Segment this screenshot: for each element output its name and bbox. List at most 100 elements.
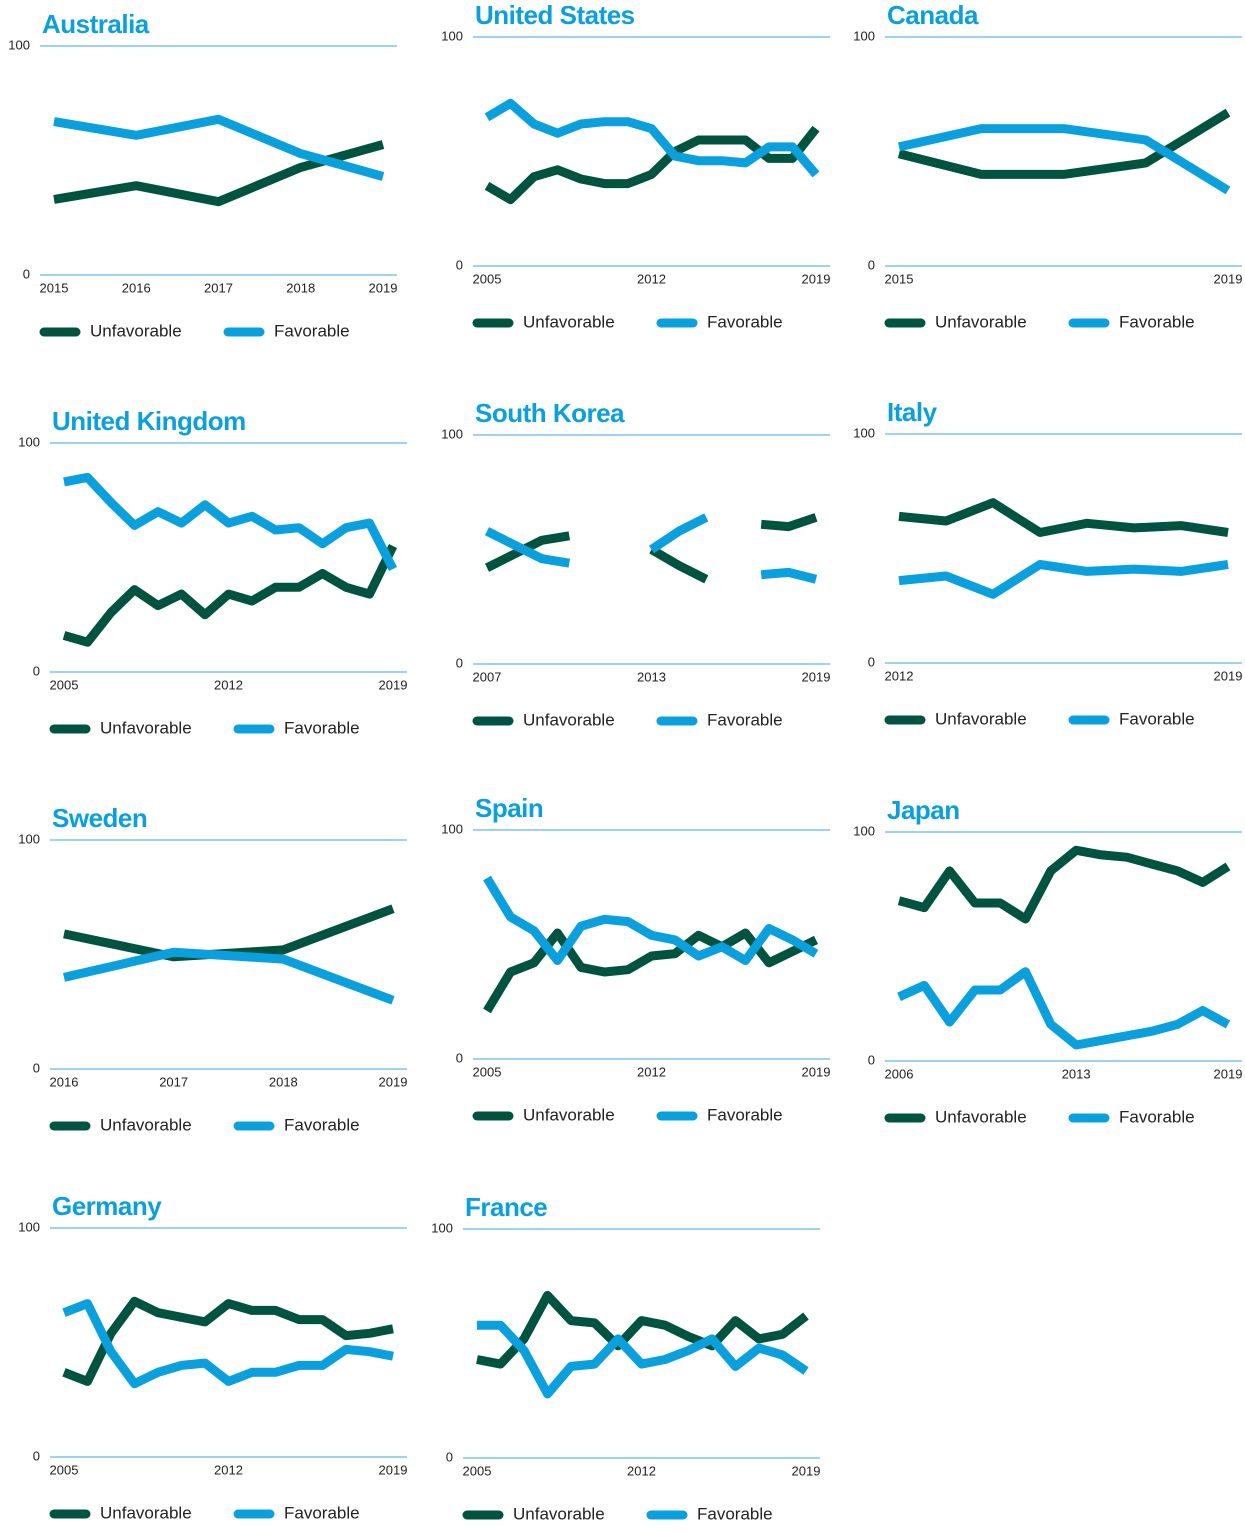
x-tick-label: 2005 — [50, 1462, 79, 1477]
x-tick-label: 2013 — [1062, 1066, 1091, 1081]
y-tick-label: 0 — [446, 1449, 453, 1464]
series-line — [53, 140, 385, 207]
series-line — [484, 513, 818, 584]
legend-label: Favorable — [697, 1504, 773, 1523]
y-tick-label: 100 — [853, 823, 875, 838]
series-line — [477, 1320, 809, 1399]
series-line — [63, 904, 395, 962]
x-tick-label: 2019 — [369, 280, 398, 295]
legend-label: Unfavorable — [100, 1503, 192, 1522]
y-tick-label: 0 — [33, 663, 40, 678]
x-tick-label: 2017 — [159, 1074, 188, 1089]
legend-label: Favorable — [707, 710, 783, 729]
x-tick-label: 2005 — [473, 271, 502, 286]
x-tick-label: 2012 — [637, 1064, 666, 1079]
y-tick-label: 0 — [868, 1052, 875, 1067]
x-tick-label: 2015 — [885, 271, 914, 286]
x-tick-label: 2012 — [214, 677, 243, 692]
legend-label: Unfavorable — [523, 312, 615, 331]
x-tick-label: 2007 — [473, 669, 502, 684]
series-line — [62, 1299, 394, 1389]
x-tick-label: 2012 — [214, 1462, 243, 1477]
x-tick-label: 2012 — [627, 1463, 656, 1478]
series-line — [897, 108, 1231, 179]
x-tick-label: 2005 — [473, 1064, 502, 1079]
y-tick-label: 0 — [456, 655, 463, 670]
x-tick-label: 2019 — [792, 1463, 821, 1478]
chart-title: United States — [475, 0, 635, 30]
legend-label: Favorable — [284, 1115, 360, 1134]
legend-label: Favorable — [1119, 312, 1195, 331]
x-tick-label: 2019 — [802, 669, 831, 684]
series-line — [62, 1296, 394, 1386]
legend-label: Favorable — [284, 1503, 360, 1522]
chart-title: Spain — [475, 793, 543, 823]
chart-title: France — [465, 1192, 547, 1222]
y-tick-label: 100 — [853, 425, 875, 440]
y-tick-label: 0 — [456, 1050, 463, 1065]
y-tick-label: 0 — [868, 257, 875, 272]
x-tick-label: 2012 — [885, 668, 914, 683]
legend-label: Unfavorable — [100, 718, 192, 737]
legend-label: Unfavorable — [513, 1504, 605, 1523]
series-line — [898, 124, 1231, 195]
series-line — [897, 967, 1231, 1050]
y-tick-label: 100 — [18, 434, 40, 449]
x-tick-label: 2013 — [637, 669, 666, 684]
x-tick-label: 2019 — [802, 1064, 831, 1079]
series-line — [483, 875, 819, 965]
y-tick-label: 100 — [853, 28, 875, 43]
series-line — [62, 544, 398, 647]
legend-label: Unfavorable — [100, 1115, 192, 1134]
series-line — [898, 560, 1229, 599]
legend-label: Favorable — [284, 718, 360, 737]
chart-title: Sweden — [52, 803, 147, 833]
x-tick-label: 2005 — [50, 677, 79, 692]
legend-label: Unfavorable — [523, 1105, 615, 1124]
x-tick-label: 2019 — [1214, 668, 1243, 683]
y-tick-label: 0 — [33, 1448, 40, 1463]
series-line — [62, 947, 395, 1005]
legend-label: Unfavorable — [935, 312, 1027, 331]
x-tick-label: 2019 — [802, 271, 831, 286]
series-line — [476, 1290, 809, 1369]
series-line — [484, 513, 818, 584]
legend-label: Unfavorable — [935, 1107, 1027, 1126]
y-tick-label: 100 — [441, 426, 463, 441]
x-tick-label: 2016 — [122, 280, 151, 295]
y-tick-label: 100 — [441, 28, 463, 43]
x-tick-label: 2018 — [286, 280, 315, 295]
series-line — [63, 472, 398, 572]
chart-title: Canada — [887, 0, 979, 30]
x-tick-label: 2016 — [50, 1074, 79, 1089]
y-tick-label: 0 — [456, 257, 463, 272]
legend-label: Favorable — [707, 1105, 783, 1124]
series-line — [484, 125, 820, 205]
y-tick-label: 100 — [18, 831, 40, 846]
y-tick-label: 0 — [23, 266, 30, 281]
chart-title: Italy — [887, 397, 938, 427]
series-line — [897, 845, 1231, 924]
chart-title: Japan — [887, 795, 960, 825]
y-tick-label: 100 — [8, 37, 30, 52]
x-tick-label: 2018 — [269, 1074, 298, 1089]
y-tick-label: 0 — [868, 654, 875, 669]
y-tick-label: 100 — [18, 1219, 40, 1234]
x-tick-label: 2019 — [379, 1074, 408, 1089]
x-tick-label: 2019 — [1214, 271, 1243, 286]
y-tick-label: 0 — [33, 1060, 40, 1075]
x-tick-label: 2005 — [463, 1463, 492, 1478]
legend-label: Favorable — [1119, 1107, 1195, 1126]
series-line — [898, 498, 1229, 537]
chart-title: South Korea — [475, 398, 625, 428]
legend-label: Unfavorable — [523, 710, 615, 729]
legend-label: Favorable — [707, 312, 783, 331]
series-line — [483, 928, 818, 1014]
legend-label: Favorable — [1119, 709, 1195, 728]
x-tick-label: 2019 — [1214, 1066, 1243, 1081]
y-tick-label: 100 — [441, 821, 463, 836]
series-line — [484, 98, 820, 178]
chart-title: United Kingdom — [52, 406, 246, 436]
